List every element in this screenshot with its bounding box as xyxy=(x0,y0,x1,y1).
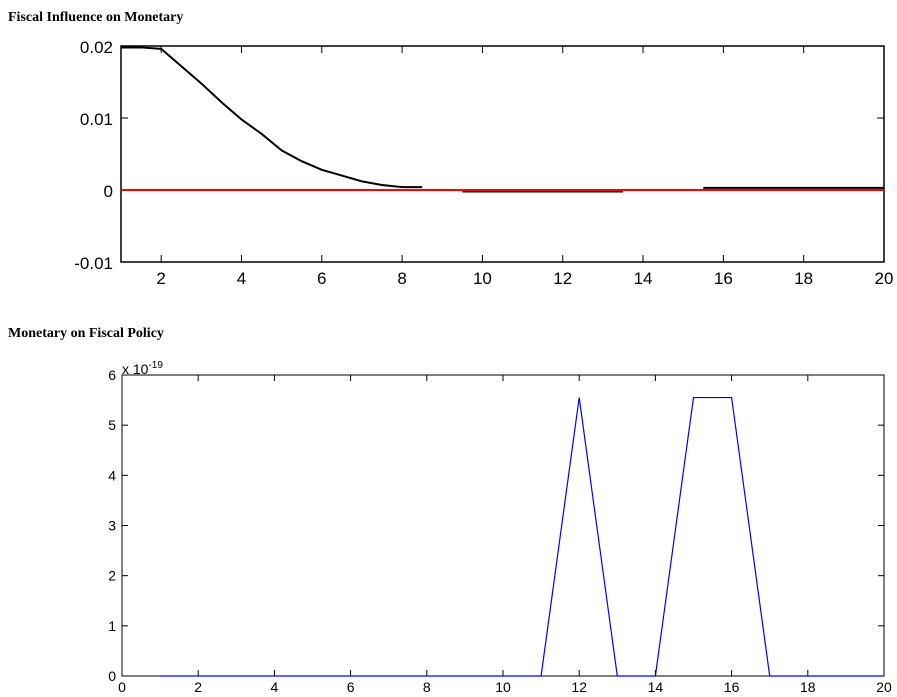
scale-base: x 10 xyxy=(122,361,149,377)
y-tick-label: 1 xyxy=(108,618,116,634)
x-tick-label: 8 xyxy=(423,679,431,695)
x-tick-label: 2 xyxy=(194,679,202,695)
plot-frame xyxy=(120,45,885,263)
x-tick-label: 8 xyxy=(397,269,406,288)
scale-factor-label: x 10-19 xyxy=(122,360,163,377)
y-tick-label: 2 xyxy=(108,568,116,584)
x-tick-label: 4 xyxy=(271,679,279,695)
scale-exponent: -19 xyxy=(148,360,163,371)
chart-title-fiscal-influence: Fiscal Influence on Monetary xyxy=(8,10,184,25)
x-tick-label: 12 xyxy=(553,269,572,288)
y-tick-label: 0.01 xyxy=(80,110,113,129)
y-tick-label: 0.02 xyxy=(80,38,113,57)
x-tick-label: 6 xyxy=(347,679,355,695)
x-tick-label: 6 xyxy=(317,269,326,288)
x-tick-label: 2 xyxy=(156,269,165,288)
x-tick-label: 16 xyxy=(714,269,733,288)
x-tick-label: 10 xyxy=(495,679,511,695)
x-tick-label: 12 xyxy=(571,679,587,695)
y-tick-label: 5 xyxy=(108,417,116,433)
x-tick-label: 20 xyxy=(876,679,892,695)
x-tick-label: 18 xyxy=(794,269,813,288)
series-line-0 xyxy=(121,46,423,189)
y-tick-label: 4 xyxy=(108,467,116,483)
chart-title-monetary-on-fiscal: Monetary on Fiscal Policy xyxy=(8,326,164,341)
y-tick-label: 3 xyxy=(108,518,116,534)
x-tick-label: 0 xyxy=(118,679,126,695)
y-tick-label: 0 xyxy=(104,182,113,201)
x-tick-label: 16 xyxy=(724,679,740,695)
x-tick-label: 14 xyxy=(648,679,664,695)
plot-frame xyxy=(121,374,885,677)
y-tick-label: 0 xyxy=(108,668,116,684)
x-tick-label: 20 xyxy=(875,269,894,288)
x-tick-label: 14 xyxy=(634,269,653,288)
x-tick-label: 4 xyxy=(237,269,246,288)
x-tick-label: 10 xyxy=(473,269,492,288)
y-tick-label: -0.01 xyxy=(74,254,113,273)
x-tick-label: 18 xyxy=(800,679,816,695)
y-tick-label: 6 xyxy=(108,367,116,383)
series-line-0 xyxy=(160,396,884,677)
